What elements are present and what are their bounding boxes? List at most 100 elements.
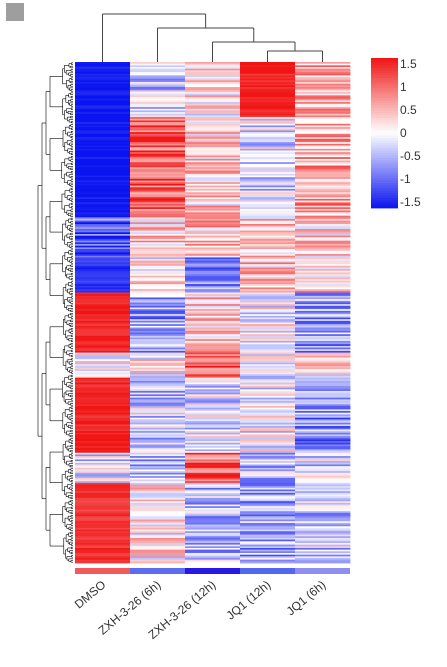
heatmap-cell — [75, 185, 131, 188]
heatmap-cell — [130, 305, 186, 308]
heatmap-cell — [130, 77, 186, 80]
heatmap-cell — [75, 476, 131, 479]
heatmap-cell — [240, 153, 296, 156]
heatmap-cell — [75, 310, 131, 313]
heatmap-cell — [240, 262, 296, 265]
heatmap-cell — [75, 345, 131, 348]
heatmap-cell — [295, 218, 351, 222]
heatmap-cell — [240, 230, 296, 233]
heatmap-cell — [75, 289, 131, 292]
heatmap-cell — [75, 168, 131, 171]
heatmap-cell — [295, 148, 351, 151]
heatmap-cell — [185, 213, 241, 217]
legend-gradient-step — [371, 68, 398, 71]
heatmap-cell — [295, 451, 351, 454]
heatmap-cell — [185, 330, 241, 333]
heatmap-cell — [130, 461, 186, 464]
heatmap-cell — [75, 457, 131, 460]
heatmap-cell — [240, 272, 296, 275]
heatmap-cell — [75, 133, 131, 136]
heatmap-cell — [75, 160, 131, 163]
heatmap-cell — [240, 302, 296, 305]
heatmap-cell — [130, 556, 186, 559]
heatmap-cell — [240, 506, 296, 509]
heatmap-cell — [295, 103, 351, 106]
heatmap-cell — [130, 218, 186, 222]
heatmap-cell — [75, 329, 131, 332]
heatmap-cell — [240, 183, 296, 186]
heatmap-cell — [295, 322, 351, 325]
heatmap-cell — [295, 237, 351, 240]
heatmap-cell — [130, 447, 186, 450]
heatmap-cell — [130, 474, 186, 477]
heatmap-cell — [240, 317, 296, 320]
heatmap-cell — [185, 140, 241, 143]
heatmap-cell — [240, 299, 296, 302]
heatmap-cell — [130, 514, 186, 517]
heatmap-cell — [130, 369, 186, 372]
heatmap-cell — [130, 122, 186, 125]
heatmap-cell — [295, 127, 351, 130]
heatmap-cell — [130, 78, 186, 81]
heatmap-cell — [185, 252, 241, 255]
heatmap-cell — [240, 526, 296, 529]
heatmap-cell — [295, 335, 351, 338]
heatmap-cell — [75, 122, 131, 125]
heatmap-cell — [75, 315, 131, 318]
heatmap-cell — [240, 132, 296, 135]
heatmap-cell — [185, 491, 241, 494]
heatmap-cell — [75, 62, 131, 65]
heatmap-cell — [130, 506, 186, 509]
heatmap-cell — [75, 466, 131, 469]
heatmap-cell — [75, 412, 131, 415]
heatmap-cell — [185, 259, 241, 262]
heatmap-cell — [240, 297, 296, 300]
heatmap-cell — [240, 242, 296, 245]
heatmap-cell — [75, 173, 131, 176]
heatmap-cell — [130, 544, 186, 547]
heatmap-cell — [130, 524, 186, 527]
legend-gradient-step — [371, 145, 398, 149]
heatmap-cell — [185, 414, 241, 417]
heatmap-cell — [295, 526, 351, 529]
heatmap-cell — [75, 155, 131, 158]
heatmap-cell — [240, 387, 296, 390]
heatmap-cell — [240, 210, 296, 213]
legend-tick-label: -1 — [400, 172, 411, 186]
heatmap-cell — [240, 347, 296, 350]
heatmap-cell — [240, 332, 296, 335]
legend-gradient-step — [371, 185, 398, 189]
heatmap-cell — [75, 370, 131, 374]
heatmap-cell — [75, 546, 131, 549]
heatmap-cell — [295, 297, 351, 300]
legend-gradient-step — [371, 75, 398, 79]
heatmap-cell — [240, 472, 296, 475]
heatmap-cell — [75, 178, 131, 181]
heatmap-cell — [240, 517, 296, 520]
legend-gradient-step — [371, 193, 398, 196]
heatmap-cell — [185, 504, 241, 507]
heatmap-cell — [240, 350, 296, 353]
heatmap-cell — [130, 213, 186, 217]
heatmap-cell — [240, 329, 296, 332]
heatmap-cell — [185, 459, 241, 462]
heatmap-cell — [75, 531, 131, 534]
heatmap-cell — [295, 547, 351, 551]
heatmap-cell — [130, 494, 186, 497]
heatmap-cell — [130, 439, 186, 442]
heatmap-cell — [295, 449, 351, 452]
heatmap-cell — [75, 332, 131, 335]
heatmap-cell — [240, 188, 296, 191]
legend-gradient-step — [371, 163, 398, 166]
heatmap-cell — [185, 431, 241, 434]
heatmap-cell — [240, 245, 296, 248]
heatmap-cell — [130, 200, 186, 203]
heatmap-cell — [130, 198, 186, 202]
heatmap-cell — [130, 148, 186, 151]
heatmap-cell — [75, 327, 131, 330]
heatmap-cell — [130, 208, 186, 212]
heatmap-cell — [75, 172, 131, 175]
heatmap-cell — [75, 411, 131, 414]
heatmap-cell — [295, 203, 351, 207]
heatmap-cell — [240, 494, 296, 497]
